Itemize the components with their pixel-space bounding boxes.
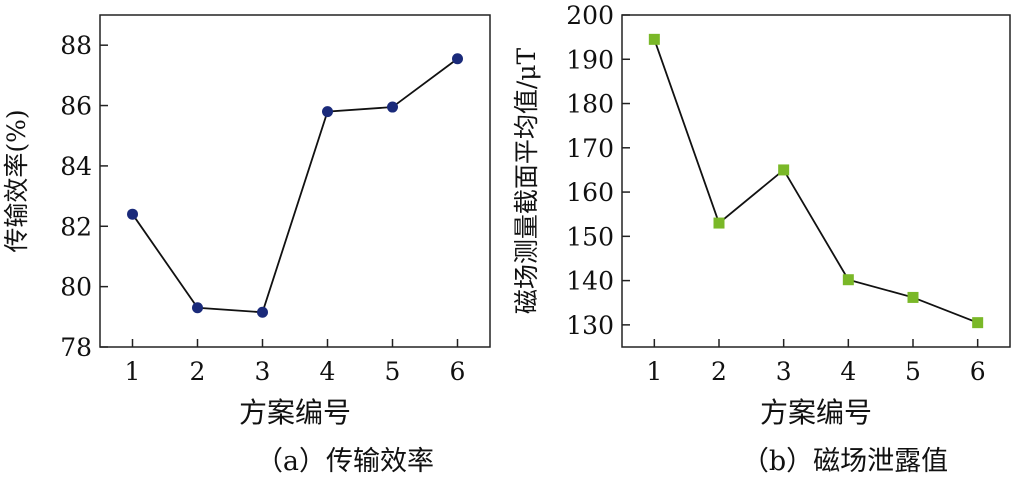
caption-b: （b）磁场泄露值: [742, 446, 948, 477]
x-tick-label: 6: [450, 357, 466, 386]
x-ticks-a: 1 2 3 4 5 6: [125, 339, 466, 386]
x-tick-label: 1: [646, 357, 662, 386]
plot-frame-a: [99, 14, 491, 348]
y-tick-label: 140: [566, 267, 614, 296]
plot-frame-b: [621, 14, 1011, 348]
x-tick-label: 6: [970, 357, 986, 386]
x-tick-label: 4: [840, 357, 856, 386]
y-tick-label: 170: [566, 134, 614, 163]
data-point: [842, 274, 854, 286]
y-tick-label: 130: [566, 311, 614, 340]
x-tick-label: 4: [320, 357, 336, 386]
data-point: [713, 217, 725, 229]
y-tick-label: 200: [566, 1, 614, 30]
data-point: [648, 33, 660, 45]
y-tick-label: 160: [566, 178, 614, 207]
x-tick-label: 2: [190, 357, 206, 386]
chart-b: 130 140 150 160 170 180 190 200 1 2 3 4 5 6 方案编号 磁场测…: [512, 1, 1011, 477]
y-tick-label: 180: [566, 90, 614, 119]
caption-a: （a）传输效率: [256, 446, 434, 477]
data-point: [387, 101, 398, 113]
data-point: [192, 302, 203, 314]
x-tick-label: 2: [711, 357, 727, 386]
data-point: [972, 317, 984, 329]
data-point: [452, 53, 463, 65]
chart-a: 78 80 82 84 86 88 1 2 3 4 5 6 方案编号 传输效率(%) （a）传输效率: [2, 14, 491, 477]
x-tick-label: 3: [255, 357, 271, 386]
x-tick-label: 1: [125, 357, 141, 386]
series-line-a: [131, 58, 459, 314]
y-tick-label: 86: [60, 92, 92, 121]
y-tick-label: 80: [60, 273, 92, 302]
y-ticks-a: 78 80 82 84 86 88: [60, 31, 108, 362]
data-point: [322, 106, 333, 118]
x-tick-label: 5: [905, 357, 921, 386]
y-tick-label: 150: [566, 222, 614, 251]
data-point: [907, 291, 919, 303]
y-tick-label: 84: [60, 152, 92, 181]
y-tick-label: 78: [60, 333, 92, 362]
x-axis-label-a: 方案编号: [239, 396, 351, 429]
x-tick-label: 5: [385, 357, 401, 386]
y-tick-label: 88: [60, 31, 92, 60]
x-tick-label: 3: [776, 357, 792, 386]
y-ticks-b: 130 140 150 160 170 180 190 200: [566, 1, 630, 340]
data-point: [257, 306, 268, 318]
x-axis-label-b: 方案编号: [760, 396, 872, 429]
x-ticks-b: 1 2 3 4 5 6: [646, 339, 986, 386]
y-axis-label-a: 传输效率(%): [2, 109, 31, 252]
y-tick-label: 190: [566, 45, 614, 74]
points-b: [648, 33, 984, 329]
y-axis-label-b: 磁场测量截面平均值/μT: [512, 48, 541, 315]
data-point: [778, 164, 790, 176]
data-point: [127, 208, 138, 220]
y-tick-label: 82: [60, 212, 92, 241]
points-a: [127, 53, 463, 318]
series-line-b: [653, 39, 978, 324]
